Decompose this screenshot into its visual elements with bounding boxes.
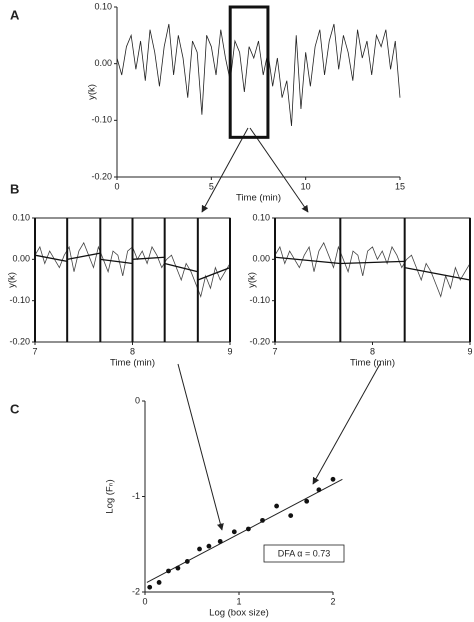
x-tick-label: 8 xyxy=(130,346,135,356)
annotation-box xyxy=(263,544,345,563)
y-tick-label: -1 xyxy=(132,491,140,501)
point xyxy=(246,526,251,532)
signal-line xyxy=(116,23,401,127)
y-tick-label: -0.20 xyxy=(249,336,270,346)
x-tick-label: 7 xyxy=(32,346,37,356)
y-axis-label: y(k) xyxy=(87,84,98,100)
x-tick-label: 2 xyxy=(330,596,335,606)
point xyxy=(260,517,265,523)
x-tick-label: 9 xyxy=(227,346,232,356)
point xyxy=(147,584,153,590)
box-fit xyxy=(132,256,165,260)
annotation: DFA α = 0.73 xyxy=(278,548,330,558)
y-tick-label: 0.10 xyxy=(94,1,112,11)
x-axis-label: Time (min) xyxy=(236,193,281,204)
panel-letter: B xyxy=(10,181,19,196)
box-fit xyxy=(274,256,341,265)
y-tick-label: -2 xyxy=(132,586,140,596)
box-fit xyxy=(404,266,471,281)
arrow xyxy=(312,363,381,485)
point xyxy=(166,568,171,574)
box-fit xyxy=(100,258,133,265)
box-fit xyxy=(164,262,198,273)
arrow xyxy=(201,127,249,213)
arrow xyxy=(249,127,309,213)
y-tick-label: -0.20 xyxy=(9,336,30,346)
x-tick-label: 9 xyxy=(467,346,472,356)
box-fit xyxy=(197,266,231,281)
point xyxy=(206,543,212,549)
y-tick-label: -0.10 xyxy=(9,295,30,305)
x-tick-label: 7 xyxy=(272,346,277,356)
panel: -0.20 -0.10 0.00 0.10 7 8 9 Time (min) y(k) xyxy=(247,212,473,368)
x-axis-label: Time (min) xyxy=(110,358,155,369)
signal-line xyxy=(274,241,471,298)
y-tick-label: 0.00 xyxy=(252,254,270,264)
x-tick-label: 5 xyxy=(209,181,214,191)
point xyxy=(304,498,310,504)
point xyxy=(217,538,223,544)
arrows xyxy=(177,127,381,531)
plot-frame xyxy=(274,217,471,343)
y-tick-label: 0.10 xyxy=(252,212,270,222)
y-axis-label: y(k) xyxy=(7,272,18,288)
y-tick-label: 0.10 xyxy=(12,212,30,222)
point xyxy=(197,546,202,552)
box-fit xyxy=(34,254,68,263)
arrow xyxy=(177,363,224,531)
y-tick-label: -0.10 xyxy=(249,295,270,305)
fit-line xyxy=(146,478,343,583)
y-axis-label: Log (Fₙ) xyxy=(105,479,116,513)
y-axis-label: y(k) xyxy=(247,272,258,288)
panel: C -2 -1 0 0 1 2 Log (box size) Log (Fₙ) DFA α = 0… xyxy=(10,395,345,619)
y-tick-label: 0.00 xyxy=(12,254,30,264)
x-tick-label: 0 xyxy=(142,596,147,606)
point xyxy=(231,529,237,535)
x-axis-label: Log (box size) xyxy=(209,608,269,619)
box-fit xyxy=(340,260,405,265)
point xyxy=(175,565,181,571)
highlight-box xyxy=(228,5,270,139)
point xyxy=(184,559,190,564)
y-tick-label: -0.20 xyxy=(91,171,112,181)
x-axis-label: Time (min) xyxy=(350,358,395,369)
y-tick-label: 0 xyxy=(135,395,140,405)
panel: B -0.20 -0.10 0.00 0.10 7 8 9 Time (min) y(k) xyxy=(7,181,233,368)
x-tick-label: 0 xyxy=(114,181,119,191)
x-tick-label: 10 xyxy=(301,181,311,191)
x-tick-label: 1 xyxy=(236,596,241,606)
point xyxy=(330,476,336,482)
y-tick-label: 0.00 xyxy=(94,58,112,68)
point xyxy=(316,487,322,493)
point xyxy=(274,503,279,509)
x-tick-label: 15 xyxy=(395,181,405,191)
y-tick-label: -0.10 xyxy=(91,115,112,125)
panel-letter: A xyxy=(10,7,20,22)
point xyxy=(156,580,162,585)
panel: A -0.20 -0.10 0.00 0.10 0 5 10 15 Time (min) y(k) xyxy=(10,1,405,203)
box-fit xyxy=(67,252,101,260)
point xyxy=(288,513,294,518)
x-tick-label: 8 xyxy=(370,346,375,356)
panel-letter: C xyxy=(10,401,20,416)
